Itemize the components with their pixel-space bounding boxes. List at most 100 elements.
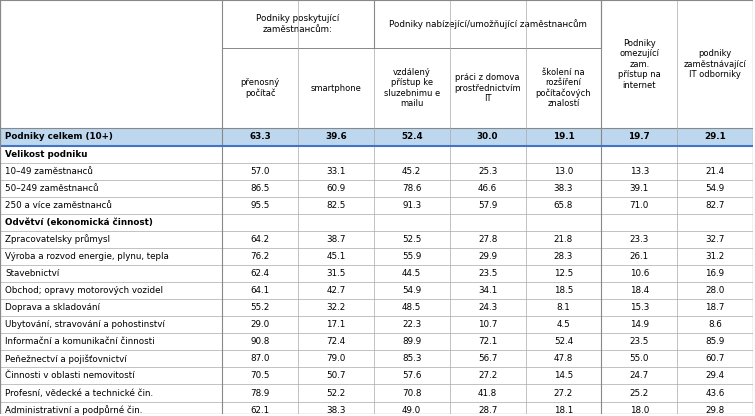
Text: 70.8: 70.8 — [402, 389, 421, 398]
Text: 22.3: 22.3 — [402, 320, 421, 329]
Text: 50–249 zaměstnанců: 50–249 zaměstnанců — [5, 184, 99, 193]
Text: 29.8: 29.8 — [705, 406, 725, 415]
Text: 63.3: 63.3 — [249, 132, 271, 141]
Text: 82.5: 82.5 — [326, 201, 346, 210]
Text: 44.5: 44.5 — [402, 269, 421, 278]
Text: Obchod; opravy motorových vozidel: Obchod; opravy motorových vozidel — [5, 286, 163, 295]
Bar — [298, 265, 374, 282]
Text: 85.3: 85.3 — [402, 354, 421, 364]
Bar — [601, 248, 677, 265]
Bar — [0, 350, 222, 367]
Text: Doprava a skladování: Doprava a skladování — [5, 303, 100, 312]
Bar — [525, 384, 601, 401]
Text: 85.9: 85.9 — [705, 337, 725, 347]
Bar — [0, 197, 222, 214]
Text: 90.8: 90.8 — [251, 337, 270, 347]
Bar — [0, 282, 222, 299]
Text: 10.7: 10.7 — [478, 320, 498, 329]
Bar — [374, 299, 450, 316]
Bar — [677, 350, 753, 367]
Text: Podniky celkem (10+): Podniky celkem (10+) — [5, 132, 113, 141]
Bar — [450, 163, 525, 180]
Bar — [374, 163, 450, 180]
Text: 34.1: 34.1 — [478, 286, 498, 295]
Text: 31.5: 31.5 — [326, 269, 346, 278]
Text: Odvětví (ekonomická činnost): Odvětví (ekonomická činnost) — [5, 218, 153, 227]
Bar — [0, 333, 222, 350]
Text: 14.5: 14.5 — [554, 371, 573, 381]
Bar — [222, 163, 298, 180]
Text: 10–49 zaměstnанců: 10–49 zaměstnанců — [5, 167, 93, 176]
Bar — [450, 384, 525, 401]
Bar — [222, 197, 298, 214]
Text: 39.1: 39.1 — [630, 184, 649, 193]
Bar — [677, 248, 753, 265]
Text: 64.2: 64.2 — [251, 235, 270, 244]
Text: 23.3: 23.3 — [630, 235, 649, 244]
Bar — [525, 197, 601, 214]
Bar — [601, 0, 677, 129]
Bar — [525, 180, 601, 197]
Text: přenosný
počítač: přenosný počítač — [240, 78, 279, 98]
Bar — [374, 248, 450, 265]
Bar — [525, 248, 601, 265]
Text: Informační a komunikační činnosti: Informační a komunikační činnosti — [5, 337, 155, 347]
Text: 18.7: 18.7 — [705, 303, 725, 312]
Bar — [525, 367, 601, 384]
Text: 29.9: 29.9 — [478, 252, 497, 261]
Bar — [677, 231, 753, 248]
Text: 23.5: 23.5 — [630, 337, 649, 347]
Bar — [450, 248, 525, 265]
Bar — [374, 401, 450, 416]
Text: 76.2: 76.2 — [251, 252, 270, 261]
Text: 25.2: 25.2 — [630, 389, 649, 398]
Text: 42.7: 42.7 — [326, 286, 346, 295]
Text: 28.7: 28.7 — [478, 406, 498, 415]
Bar — [222, 384, 298, 401]
Bar — [0, 0, 222, 129]
Bar — [0, 299, 222, 316]
Bar — [374, 350, 450, 367]
Bar — [601, 367, 677, 384]
Text: 21.4: 21.4 — [705, 167, 725, 176]
Bar — [0, 316, 222, 333]
Text: 86.5: 86.5 — [251, 184, 270, 193]
Text: 12.5: 12.5 — [554, 269, 573, 278]
Bar — [601, 129, 677, 146]
Bar — [0, 180, 222, 197]
Text: 13.0: 13.0 — [553, 167, 573, 176]
Bar — [222, 248, 298, 265]
Bar — [601, 299, 677, 316]
Text: 8.6: 8.6 — [708, 320, 722, 329]
Bar — [298, 384, 374, 401]
Bar — [298, 316, 374, 333]
Text: 250 a více zaměstnанců: 250 a více zaměstnанců — [5, 201, 112, 210]
Bar — [525, 48, 601, 129]
Text: 49.0: 49.0 — [402, 406, 421, 415]
Bar — [601, 401, 677, 416]
Bar — [525, 316, 601, 333]
Bar — [525, 129, 601, 146]
Bar — [298, 333, 374, 350]
Bar — [525, 350, 601, 367]
Bar — [0, 129, 753, 146]
Bar — [298, 163, 374, 180]
Text: smartphone: smartphone — [310, 84, 362, 92]
Bar — [222, 0, 374, 48]
Bar — [298, 231, 374, 248]
Text: 71.0: 71.0 — [630, 201, 649, 210]
Bar — [450, 180, 525, 197]
Bar — [677, 197, 753, 214]
Bar — [0, 384, 222, 401]
Text: 55.2: 55.2 — [251, 303, 270, 312]
Bar — [525, 231, 601, 248]
Text: 65.8: 65.8 — [553, 201, 573, 210]
Text: 39.6: 39.6 — [325, 132, 347, 141]
Bar — [677, 282, 753, 299]
Bar — [677, 265, 753, 282]
Bar — [0, 367, 222, 384]
Bar — [374, 180, 450, 197]
Bar — [298, 401, 374, 416]
Bar — [450, 282, 525, 299]
Text: 52.5: 52.5 — [402, 235, 421, 244]
